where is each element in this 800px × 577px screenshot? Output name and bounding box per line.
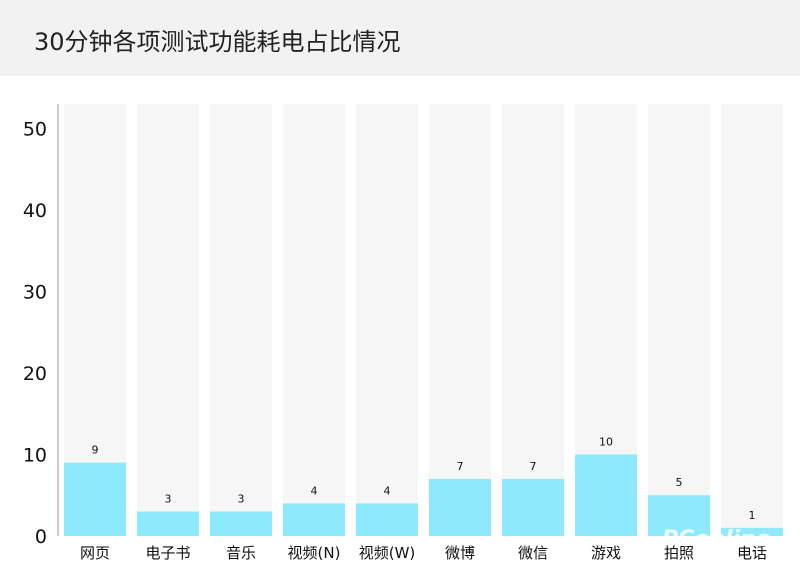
x-tick-label: 微信 <box>518 544 548 562</box>
data-labels: 9 3 3 4 4 7 7 10 5 1 <box>92 435 756 521</box>
data-label: 1 <box>749 509 756 522</box>
data-label: 4 <box>311 484 318 497</box>
y-tick-label: 30 <box>23 281 47 303</box>
bar <box>210 511 272 536</box>
bar-track <box>429 104 491 536</box>
x-tick-label: 电子书 <box>145 544 190 562</box>
data-label: 3 <box>165 493 172 506</box>
bar <box>137 511 199 536</box>
y-tick-label: 10 <box>23 444 47 466</box>
bar-track <box>210 104 272 536</box>
bar <box>429 478 491 536</box>
y-ticks: 0 10 20 30 40 50 <box>23 118 47 548</box>
data-label: 7 <box>457 460 464 473</box>
x-tick-label: 视频(N) <box>288 544 341 562</box>
chart-title: 30分钟各项测试功能耗电占比情况 <box>34 28 401 56</box>
bar-track <box>721 104 783 536</box>
watermark-text: PConline <box>662 527 771 552</box>
bar <box>64 462 126 536</box>
bar-track <box>648 104 710 536</box>
data-label: 4 <box>384 484 391 497</box>
chart-header: 30分钟各项测试功能耗电占比情况 <box>0 0 800 76</box>
y-tick-label: 20 <box>23 363 47 385</box>
x-tick-label: 游戏 <box>591 544 621 562</box>
y-tick-label: 50 <box>23 118 47 140</box>
bar-track <box>137 104 199 536</box>
bar <box>721 527 783 536</box>
bar <box>356 503 418 536</box>
data-label: 10 <box>599 435 613 448</box>
data-label: 9 <box>92 444 99 457</box>
bar <box>575 454 637 536</box>
x-tick-label: 音乐 <box>226 544 256 562</box>
y-tick-label: 40 <box>23 200 47 222</box>
x-tick-label: 电话 <box>737 544 767 562</box>
x-tick-label: 视频(W) <box>359 544 416 562</box>
bar-track <box>356 104 418 536</box>
y-tick-label: 0 <box>35 526 47 548</box>
bar <box>648 495 710 536</box>
bar-track <box>502 104 564 536</box>
x-tick-label: 拍照 <box>664 544 694 562</box>
x-tick-labels: 网页 电子书 音乐 视频(N) 视频(W) 微博 微信 游戏 拍照 电话 <box>80 544 767 562</box>
bars <box>64 454 783 536</box>
bar-tracks <box>64 104 783 536</box>
data-label: 3 <box>238 493 245 506</box>
x-tick-label: 网页 <box>80 544 110 562</box>
bar <box>283 503 345 536</box>
bar <box>502 478 564 536</box>
bar-track <box>283 104 345 536</box>
data-label: 5 <box>676 476 683 489</box>
data-label: 7 <box>530 460 537 473</box>
x-tick-label: 微博 <box>445 544 475 562</box>
